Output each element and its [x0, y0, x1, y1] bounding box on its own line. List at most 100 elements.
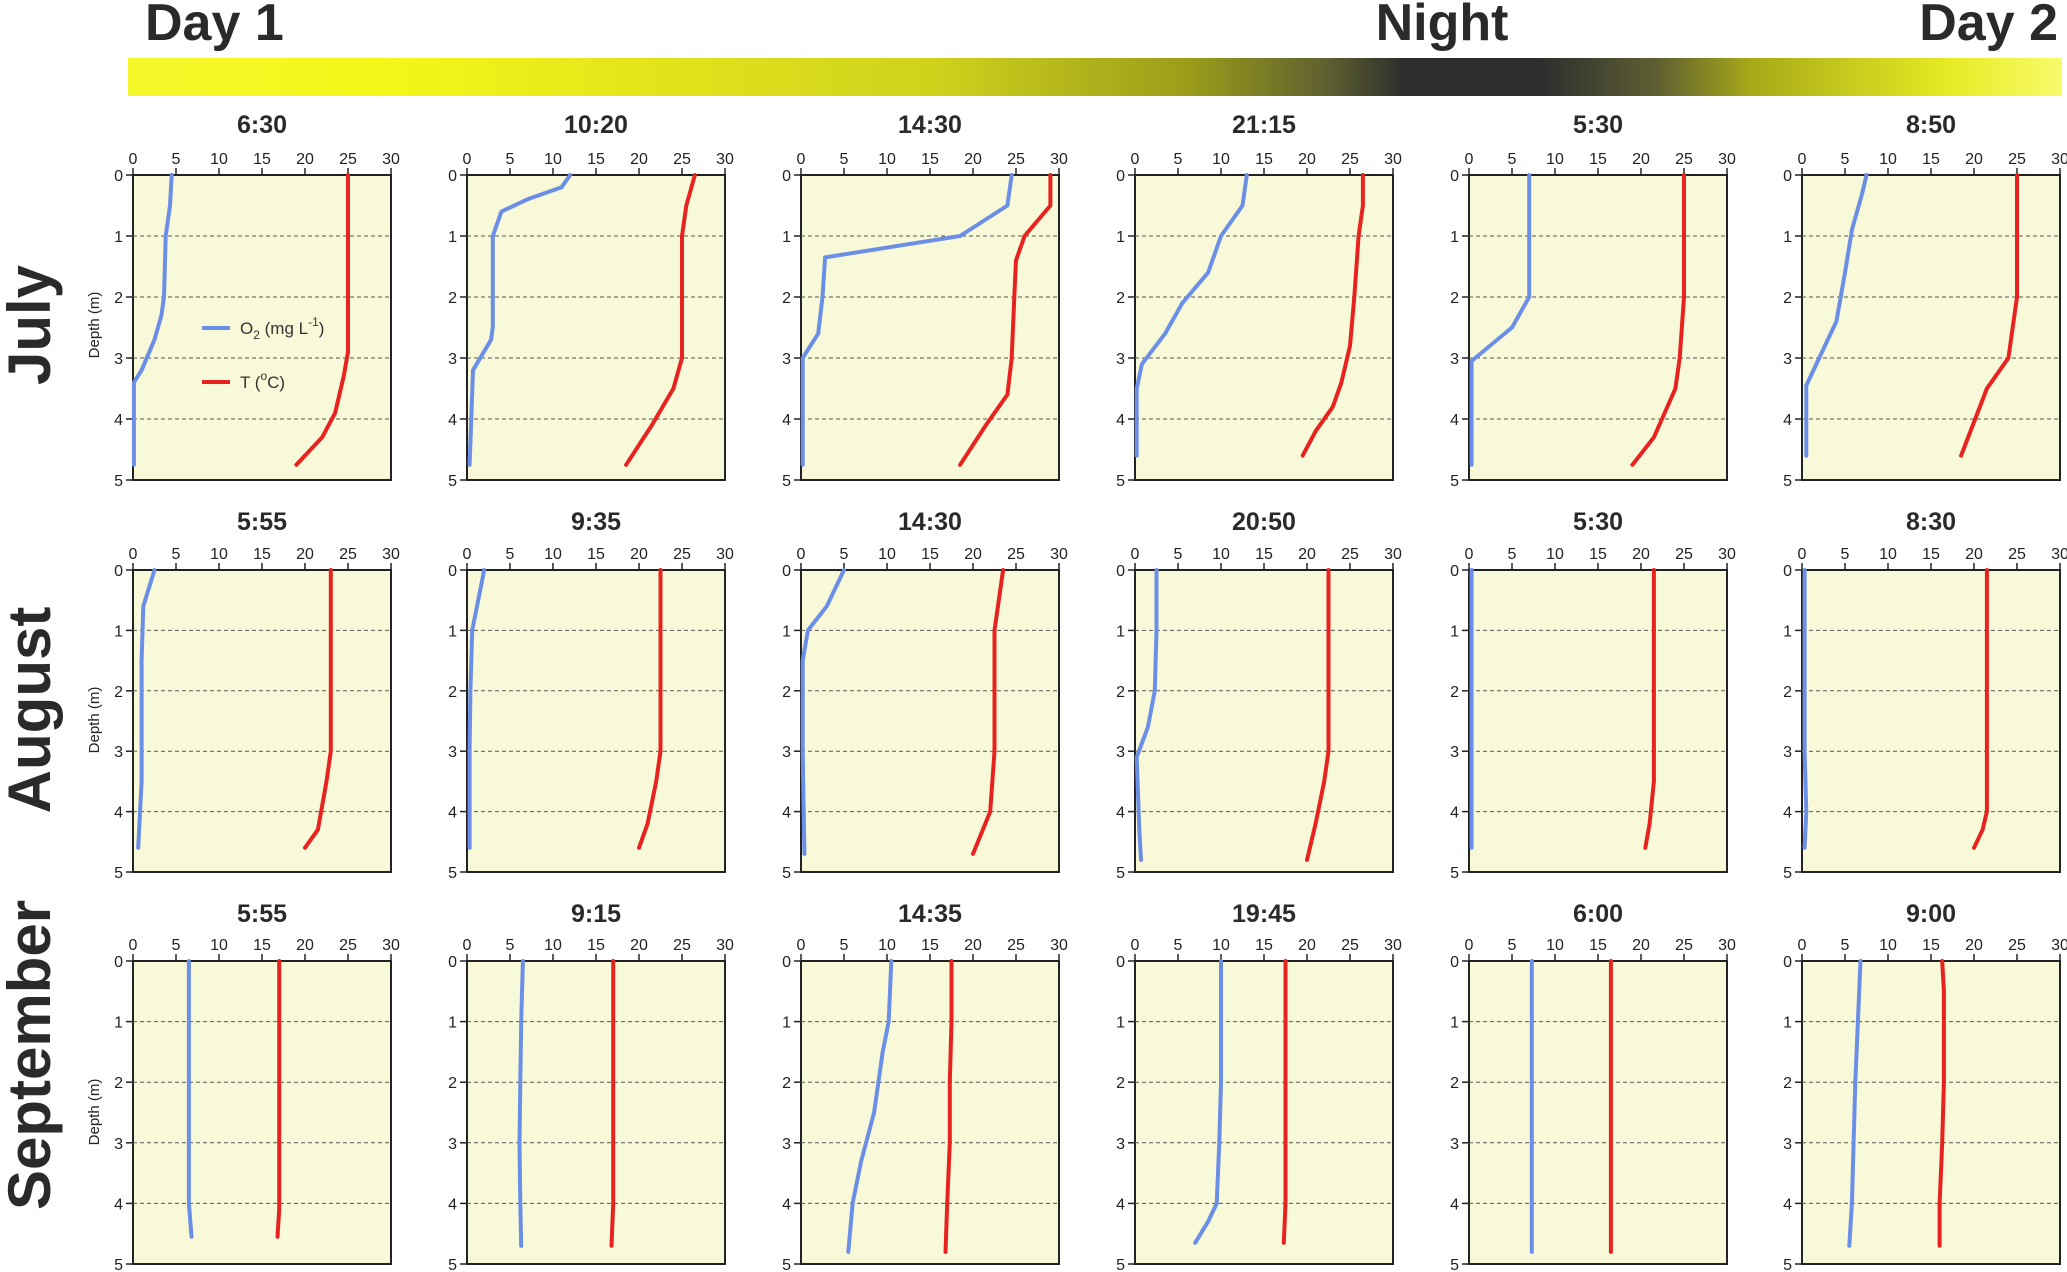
- y-tick-label: 0: [114, 168, 123, 185]
- x-tick-label: 5: [840, 937, 849, 954]
- x-tick-label: 10: [544, 937, 562, 954]
- x-tick-label: 15: [587, 151, 605, 168]
- x-tick-label: 0: [1131, 151, 1140, 168]
- panel-time-title: 9:35: [571, 508, 621, 536]
- y-tick-label: 0: [1450, 168, 1459, 185]
- panel-time-title: 10:20: [564, 111, 628, 139]
- x-tick-label: 20: [1965, 151, 1983, 168]
- y-tick-label: 5: [782, 473, 791, 490]
- x-tick-label: 20: [1632, 546, 1650, 563]
- panel: 0 5 10 15 20 25 3001234520:50: [1116, 508, 1402, 882]
- plot-area: [801, 570, 1059, 872]
- y-tick-label: 2: [448, 684, 457, 701]
- y-tick-label: 3: [1450, 351, 1459, 368]
- day-night-bar: [128, 58, 2062, 96]
- y-tick-label: 3: [1450, 1136, 1459, 1153]
- x-tick-label: 0: [1798, 546, 1807, 563]
- y-tick-label: 0: [114, 563, 123, 580]
- x-tick-label: 20: [964, 151, 982, 168]
- x-tick-label: 30: [716, 937, 734, 954]
- y-tick-label: 2: [1116, 290, 1125, 307]
- x-tick-label: 0: [1131, 937, 1140, 954]
- y-tick-label: 2: [782, 684, 791, 701]
- night-label: Night: [1376, 0, 1509, 52]
- y-tick-label: 2: [114, 290, 123, 307]
- x-tick-label: 20: [630, 937, 648, 954]
- x-tick-label: 25: [673, 151, 691, 168]
- panel-time-title: 8:30: [1906, 508, 1956, 536]
- panel: 0 5 10 15 20 25 300123458:50: [1783, 111, 2067, 490]
- y-tick-label: 3: [782, 744, 791, 761]
- x-tick-label: 30: [716, 546, 734, 563]
- x-tick-label: 15: [1255, 151, 1273, 168]
- plot-area: [1469, 175, 1727, 480]
- y-tick-label: 4: [1116, 805, 1125, 822]
- plot-area: [1469, 570, 1727, 872]
- x-tick-label: 10: [544, 546, 562, 563]
- y-tick-label: 4: [448, 805, 457, 822]
- temperature-profile-line: [1284, 961, 1286, 1243]
- day-night-header: Day 1 Night Day 2: [128, 0, 2062, 96]
- x-tick-label: 30: [1384, 151, 1402, 168]
- x-tick-label: 30: [2051, 151, 2067, 168]
- x-tick-label: 15: [1922, 937, 1940, 954]
- x-tick-label: 5: [1841, 937, 1850, 954]
- x-tick-label: 0: [463, 151, 472, 168]
- x-tick-label: 10: [1879, 151, 1897, 168]
- x-tick-label: 20: [1298, 151, 1316, 168]
- y-tick-label: 1: [1116, 229, 1125, 246]
- month-label-september: September: [0, 900, 63, 1210]
- panel: 0 5 10 15 20 25 3001234521:15: [1116, 111, 1402, 490]
- panel: 0 5 10 15 20 25 30 0 1 2 3 4 5 5:30: [1450, 508, 1736, 882]
- y-tick-label: 2: [1450, 1075, 1459, 1092]
- plot-area: [467, 175, 725, 480]
- y-tick-label: 5: [782, 1257, 791, 1272]
- month-labels: July August September: [0, 264, 63, 1210]
- y-tick-label: 5: [1116, 1257, 1125, 1272]
- y-tick-label: 5: [448, 473, 457, 490]
- month-label-july: July: [0, 264, 63, 385]
- y-tick-label: 4: [782, 412, 791, 429]
- x-tick-label: 15: [1255, 937, 1273, 954]
- y-tick-label: 5: [1783, 473, 1792, 490]
- y-tick-label: 4: [114, 1196, 123, 1213]
- temperature-profile-line: [278, 961, 280, 1237]
- y-tick-label: 1: [782, 623, 791, 640]
- y-tick-label: 2: [114, 684, 123, 701]
- plot-area: [1469, 961, 1727, 1264]
- x-tick-label: 5: [840, 546, 849, 563]
- y-tick-label: 4: [1116, 412, 1125, 429]
- x-tick-label: 15: [1589, 546, 1607, 563]
- x-tick-label: 5: [1841, 151, 1850, 168]
- x-tick-label: 15: [253, 546, 271, 563]
- x-tick-label: 5: [1508, 937, 1517, 954]
- panel-time-title: 14:30: [898, 508, 962, 536]
- plot-area: [1802, 570, 2060, 872]
- panel: 0 5 10 15 20 25 300123459:00: [1783, 900, 2067, 1272]
- y-tick-label: 2: [1783, 1075, 1792, 1092]
- x-tick-label: 15: [921, 937, 939, 954]
- x-tick-label: 30: [2051, 546, 2067, 563]
- y-tick-label: 1: [114, 623, 123, 640]
- x-tick-label: 20: [964, 937, 982, 954]
- x-tick-label: 25: [1341, 151, 1359, 168]
- y-tick-label: 3: [448, 351, 457, 368]
- x-tick-label: 15: [1589, 937, 1607, 954]
- y-tick-label: 3: [114, 744, 123, 761]
- x-tick-label: 15: [587, 546, 605, 563]
- plot-area: [467, 570, 725, 872]
- plot-area: [1135, 961, 1393, 1264]
- y-tick-label: 1: [1783, 1015, 1792, 1032]
- x-tick-label: 30: [382, 151, 400, 168]
- y-tick-label: 4: [782, 1196, 791, 1213]
- x-tick-label: 10: [878, 546, 896, 563]
- x-tick-label: 5: [506, 937, 515, 954]
- x-tick-label: 15: [921, 546, 939, 563]
- y-tick-label: 0: [448, 954, 457, 971]
- y-tick-label: 1: [782, 1015, 791, 1032]
- x-tick-label: 30: [2051, 937, 2067, 954]
- panel: 0 5 10 15 20 25 30 0 1 2 3 4 5 5:30: [1450, 111, 1736, 490]
- x-tick-label: 0: [129, 937, 138, 954]
- y-tick-label: 0: [1116, 168, 1125, 185]
- x-tick-label: 5: [172, 546, 181, 563]
